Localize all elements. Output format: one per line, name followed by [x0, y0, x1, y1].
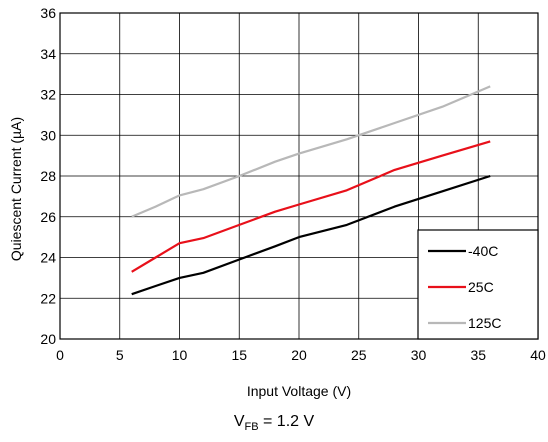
- x-tick-label: 0: [56, 347, 64, 363]
- x-tick-label: 15: [231, 347, 247, 363]
- note-value: = 1.2 V: [259, 413, 315, 430]
- y-tick-label: 28: [40, 168, 56, 184]
- x-tick-label: 40: [530, 347, 546, 363]
- y-tick-label: 24: [40, 250, 56, 266]
- feedback-voltage-note: VFB = 1.2 V: [0, 413, 548, 433]
- x-tick-label: 25: [351, 347, 367, 363]
- y-tick-label: 32: [40, 87, 56, 103]
- y-tick-label: 22: [40, 290, 56, 306]
- y-tick-label: 26: [40, 209, 56, 225]
- x-axis-label: Input Voltage (V): [247, 383, 351, 399]
- x-tick-label: 20: [291, 347, 307, 363]
- y-tick-label: 30: [40, 127, 56, 143]
- note-v: V: [234, 413, 245, 430]
- x-tick-label: 10: [172, 347, 188, 363]
- x-tick-label: 35: [470, 347, 486, 363]
- series-line-125C: [132, 86, 491, 216]
- note-subscript: FB: [245, 421, 259, 433]
- y-axis-label: Quiescent Current (µA): [8, 117, 24, 261]
- legend-label-125C: 125C: [468, 315, 501, 331]
- x-tick-label: 30: [411, 347, 427, 363]
- x-tick-label: 5: [116, 347, 124, 363]
- y-tick-label: 34: [40, 46, 56, 62]
- legend-label--40C: -40C: [468, 243, 498, 259]
- y-tick-label: 36: [40, 5, 56, 21]
- y-tick-label: 20: [40, 331, 56, 347]
- legend: -40C 25C 125C: [418, 230, 538, 339]
- legend-label-25C: 25C: [468, 279, 494, 295]
